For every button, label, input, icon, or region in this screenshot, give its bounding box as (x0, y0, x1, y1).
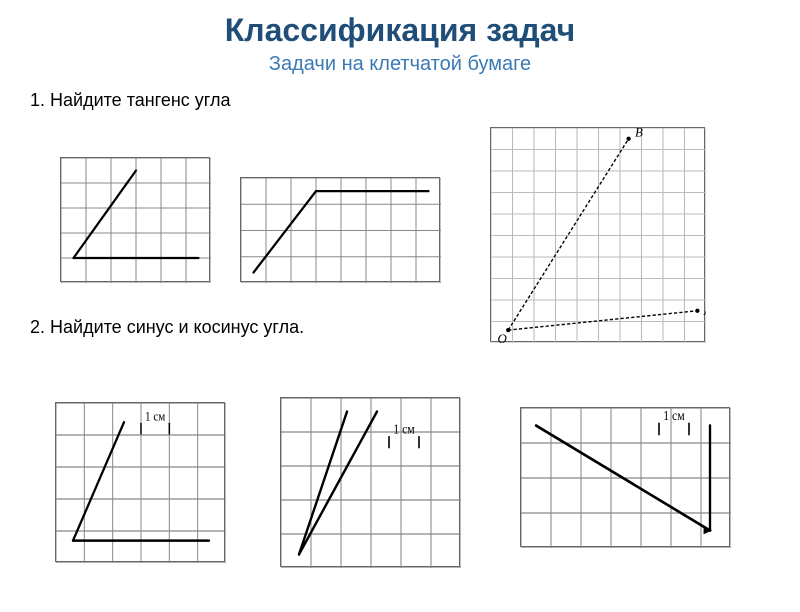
svg-text:O: O (497, 332, 506, 343)
svg-text:1 см: 1 см (393, 422, 415, 437)
svg-text:B: B (635, 128, 643, 140)
svg-text:A: A (703, 304, 706, 318)
task-2: 2. Найдите синус и косинус угла. (30, 317, 304, 338)
page-subtitle: Задачи на клетчатой бумаге (0, 53, 800, 76)
panel-p1 (60, 157, 210, 282)
panel-p4: 1 см (55, 402, 225, 562)
task-1: 1. Найдите тангенс угла (30, 90, 800, 111)
panel-p5: 1 см (280, 397, 460, 567)
page-title: Классификация задач (0, 12, 800, 49)
panel-p2 (240, 177, 440, 282)
svg-text:1 см: 1 см (663, 408, 685, 423)
panel-p6: 1 см (520, 407, 730, 547)
panel-p3: O A B (490, 127, 705, 342)
svg-text:1 см: 1 см (145, 409, 166, 424)
